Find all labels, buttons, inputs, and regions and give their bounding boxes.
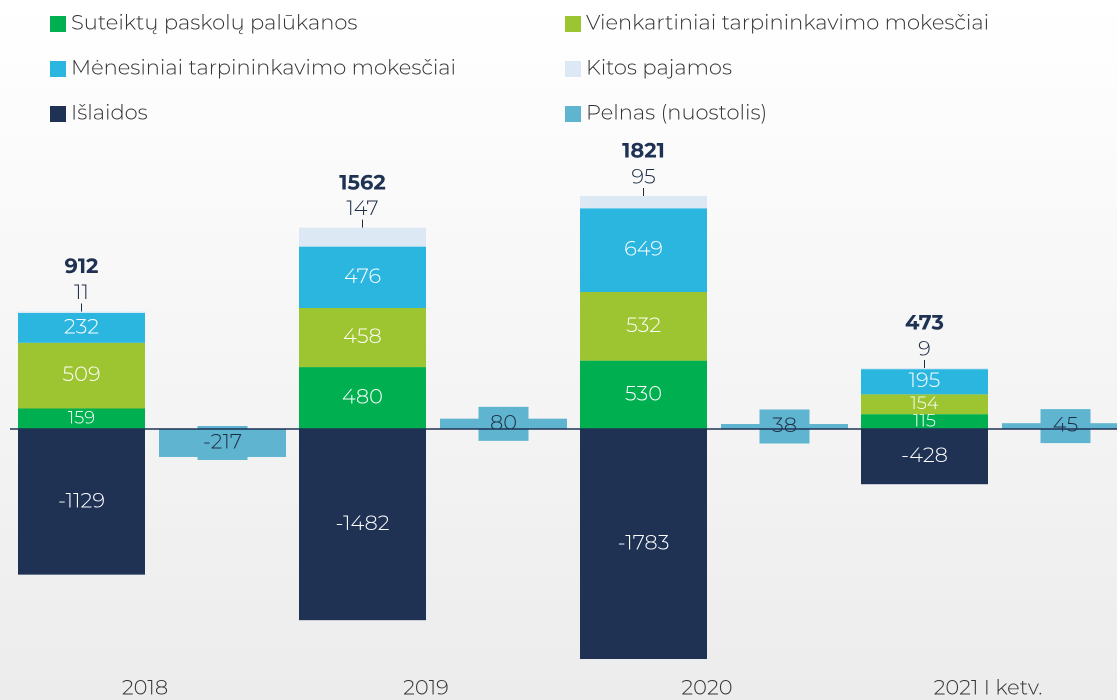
profit-label-box <box>478 406 529 441</box>
legend-label: Vienkartiniai tarpininkavimo mokesčiai <box>586 10 989 35</box>
bar-segment <box>580 196 707 209</box>
bar-segment <box>580 429 707 660</box>
segment-label: 95 <box>631 165 655 190</box>
segment-label: 154 <box>910 392 938 414</box>
bar-segment <box>18 311 145 313</box>
legend-label: Kitos pajamos <box>586 55 732 80</box>
legend-swatch <box>565 106 581 122</box>
segment-label: 232 <box>64 314 99 339</box>
x-tick-label: 2019 <box>403 675 449 700</box>
bar-segment <box>580 360 707 429</box>
bar-segment <box>299 367 426 429</box>
bar-segment <box>861 414 988 429</box>
bar-segment <box>861 367 988 370</box>
bar-segment <box>299 307 426 368</box>
segment-label: 458 <box>343 324 382 349</box>
bar-segment <box>18 429 145 575</box>
total-label: 1562 <box>339 170 386 195</box>
profit-label: 38 <box>772 413 797 438</box>
segment-label: 530 <box>625 381 662 406</box>
segment-label: -1129 <box>58 488 105 513</box>
profit-label-box <box>759 409 810 444</box>
legend-swatch <box>565 16 581 32</box>
total-label: 912 <box>65 254 99 279</box>
segment-label: -428 <box>901 443 948 468</box>
total-label: 473 <box>905 311 944 336</box>
bar-segment <box>18 342 145 409</box>
bar-segment <box>299 429 426 621</box>
segment-label: 11 <box>74 280 89 305</box>
legend-label: Pelnas (nuostolis) <box>586 100 767 125</box>
bar-segment <box>580 292 707 361</box>
profit-label-box <box>197 425 248 460</box>
legend-swatch <box>50 16 66 32</box>
segment-label: 649 <box>624 237 663 262</box>
bar-segment <box>18 408 145 429</box>
bar-segment <box>861 429 988 485</box>
segment-label: 480 <box>342 385 383 410</box>
legend-label: Išlaidos <box>71 100 148 125</box>
legend-swatch <box>565 61 581 77</box>
segment-label: 195 <box>909 368 941 393</box>
segment-label: -1783 <box>618 530 670 555</box>
segment-label: 476 <box>344 264 381 289</box>
profit-label: 45 <box>1053 413 1078 438</box>
x-tick-label: 2018 <box>122 675 168 700</box>
total-label: 1821 <box>622 139 665 164</box>
legend-swatch <box>50 106 66 122</box>
profit-label: 80 <box>490 410 517 435</box>
legend-label: Mėnesiniai tarpininkavimo mokesčiai <box>71 55 456 80</box>
segment-label: -1482 <box>335 511 389 536</box>
x-tick-label: 2021 I ketv. <box>934 675 1043 700</box>
segment-label: 509 <box>62 362 100 387</box>
x-tick-label: 2020 <box>681 675 732 700</box>
bar-segment <box>861 369 988 395</box>
profit-label-box <box>1040 409 1091 444</box>
bar-segment <box>861 394 988 415</box>
bar-segment <box>299 227 426 247</box>
bar-segment <box>580 208 707 293</box>
legend-swatch <box>50 61 66 77</box>
bar-segment <box>18 312 145 343</box>
bar-segment <box>299 246 426 308</box>
segment-label: 159 <box>68 406 95 428</box>
profit-label: -217 <box>203 429 242 454</box>
legend-label: Suteiktų paskolų palūkanos <box>71 10 357 35</box>
segment-label: 115 <box>913 409 936 431</box>
segment-label: 532 <box>626 313 661 338</box>
segment-label: 9 <box>918 336 931 361</box>
segment-label: 147 <box>346 196 378 221</box>
